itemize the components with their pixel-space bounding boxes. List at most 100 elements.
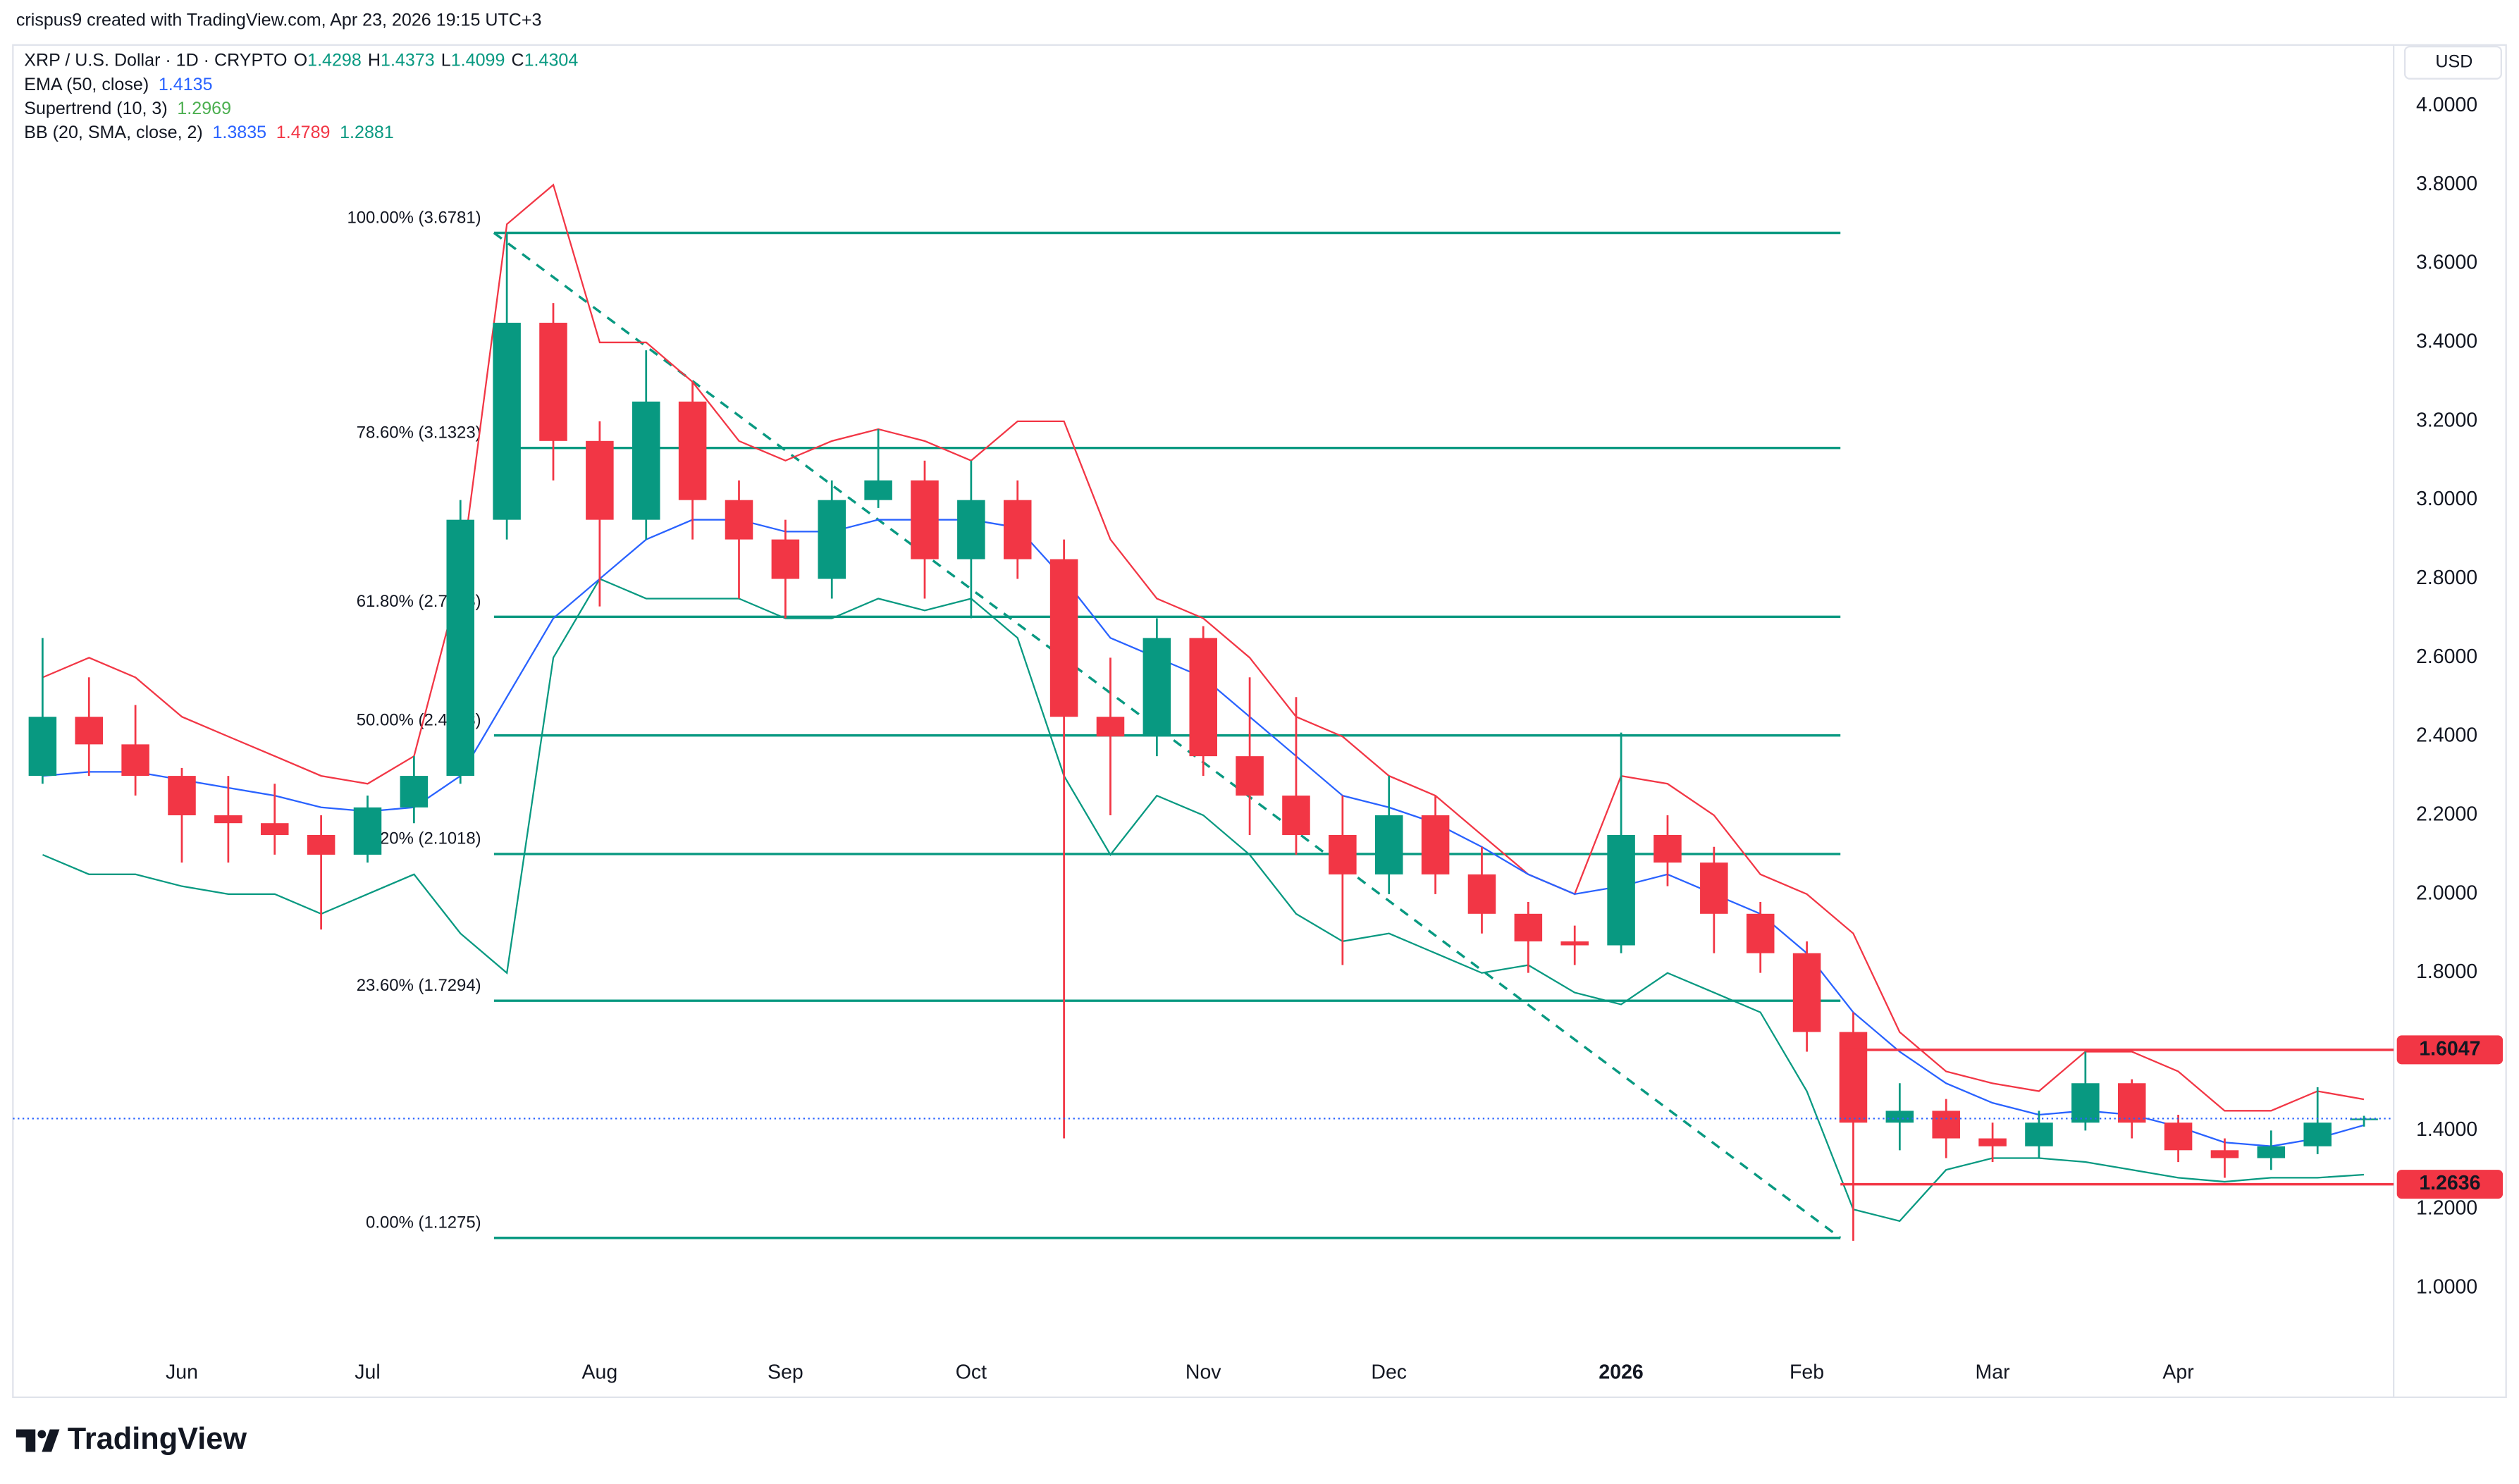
y-tick-label: 1.8000 <box>2416 960 2477 983</box>
plot: 100.00% (3.6781)78.60% (3.1323)61.80% (2… <box>13 183 2394 1241</box>
candle-body <box>2210 1150 2239 1158</box>
y-tick-label: 2.6000 <box>2416 645 2477 668</box>
chart-frame <box>12 44 2507 1399</box>
y-tick-label: 2.8000 <box>2416 567 2477 589</box>
fib-label: 100.00% (3.6781) <box>347 208 481 227</box>
candle-body <box>1839 1032 1868 1123</box>
indicator-legend: BB (20, SMA, close, 2) 1.3835 1.4789 1.2881 <box>24 123 394 142</box>
y-tick-label: 1.4000 <box>2416 1118 2477 1141</box>
brand: TradingView <box>68 1422 247 1456</box>
y-tick-label: 1.0000 <box>2416 1276 2477 1299</box>
y-tick-label: 1.2000 <box>2416 1197 2477 1220</box>
x-tick-label: Sep <box>768 1361 803 1383</box>
y-tick-label: 4.0000 <box>2416 94 2477 116</box>
indicator-value: 1.2881 <box>340 123 394 142</box>
indicator-value: 1.4789 <box>276 123 331 142</box>
indicator-legend: Supertrend (10, 3) 1.2969 <box>24 99 231 118</box>
candle-body <box>818 500 846 579</box>
x-tick-label: Nov <box>1185 1361 1221 1383</box>
ohlc-label: C <box>512 50 524 70</box>
candle-body <box>121 744 149 777</box>
candle-body <box>1189 638 1217 757</box>
x-tick-label: Mar <box>1976 1361 2011 1383</box>
candle-body <box>1282 796 1310 835</box>
candle-body <box>1932 1111 1960 1139</box>
price-level-box <box>2396 1170 2503 1199</box>
candle-body <box>1700 862 1728 914</box>
candle-body <box>1746 913 1775 953</box>
bb-upper <box>42 183 2365 1112</box>
price-level-box <box>2396 1035 2503 1065</box>
candle-body <box>28 717 57 777</box>
candle-body <box>2025 1123 2053 1146</box>
symbol-line: XRP / U.S. Dollar · 1D · CRYPTO O1.4298 H1… <box>24 50 578 70</box>
candle-body <box>446 519 475 777</box>
y-tick-label: 3.8000 <box>2416 173 2477 195</box>
x-tick-label: Oct <box>956 1361 987 1383</box>
symbol-title: XRP / U.S. Dollar · 1D · CRYPTO <box>24 50 287 70</box>
candle-body <box>2117 1083 2146 1123</box>
price-level-label: 1.6047 <box>2419 1037 2480 1060</box>
ohlc-value: 1.4304 <box>524 50 579 70</box>
candle-body <box>2164 1123 2193 1151</box>
indicator-legend: EMA (50, close) 1.4135 <box>24 74 212 94</box>
tradingview-logo <box>16 1429 60 1452</box>
candle-body <box>864 480 892 500</box>
x-tick-label: Jun <box>166 1361 198 1383</box>
candle-body <box>1421 815 1450 874</box>
candle-body <box>1236 756 1264 796</box>
x-tick-label: Jul <box>355 1361 380 1383</box>
candle-body <box>1653 834 1682 863</box>
y-tick-label: 2.0000 <box>2416 882 2477 904</box>
y-tick-label: 3.4000 <box>2416 330 2477 353</box>
candle-body <box>2350 1118 2378 1120</box>
candle-body <box>1096 717 1125 737</box>
candle-body <box>632 401 660 520</box>
y-tick-label: 3.2000 <box>2416 409 2477 431</box>
indicator-name: BB (20, SMA, close, 2) <box>24 123 203 142</box>
bb-lower <box>42 577 2365 1223</box>
candle-body <box>1143 638 1171 737</box>
credit: crispus9 created with TradingView.com, A… <box>16 10 542 30</box>
ohlc-value: 1.4373 <box>381 50 435 70</box>
currency-box <box>2403 45 2502 80</box>
candle-body <box>586 440 614 520</box>
candle-body <box>725 500 753 540</box>
indicator-name: Supertrend (10, 3) <box>24 99 167 118</box>
y-tick-label: 2.2000 <box>2416 803 2477 826</box>
indicator-name: EMA (50, close) <box>24 74 149 94</box>
fib-label: 23.60% (1.7294) <box>357 976 481 995</box>
indicator-value: 1.4135 <box>159 74 213 94</box>
currency: USD <box>2435 52 2472 72</box>
x-tick-label: Aug <box>582 1361 618 1383</box>
candle-body <box>1049 559 1078 717</box>
candle-body <box>771 539 800 579</box>
candle-body <box>400 776 429 808</box>
x-tick-label: Dec <box>1371 1361 1407 1383</box>
candle-body <box>678 401 707 500</box>
y-tick-label: 3.0000 <box>2416 488 2477 510</box>
candle-body <box>1885 1111 1914 1123</box>
candle-body <box>307 834 335 855</box>
indicator-value: 1.2969 <box>177 99 231 118</box>
candle-body <box>1560 941 1589 946</box>
x-tick-label: Apr <box>2162 1361 2194 1383</box>
ohlc-label: H <box>368 50 381 70</box>
candle-body <box>168 776 196 816</box>
candle-body <box>1003 500 1032 559</box>
ohlc-value: 1.4298 <box>307 50 362 70</box>
ohlc-label: L <box>441 50 451 70</box>
candle-body <box>260 823 289 835</box>
x-tick-label: Feb <box>1790 1361 1824 1383</box>
candle-body <box>539 323 567 441</box>
price-level-label: 1.2636 <box>2419 1172 2480 1194</box>
candle-body <box>1467 874 1496 914</box>
fib-label: 0.00% (1.1275) <box>366 1213 481 1232</box>
fib-label: 78.60% (3.1323) <box>357 423 481 443</box>
candle-body <box>1514 913 1543 941</box>
candle-body <box>493 323 521 520</box>
y-tick-label: 2.4000 <box>2416 724 2477 747</box>
candle-body <box>957 500 985 559</box>
